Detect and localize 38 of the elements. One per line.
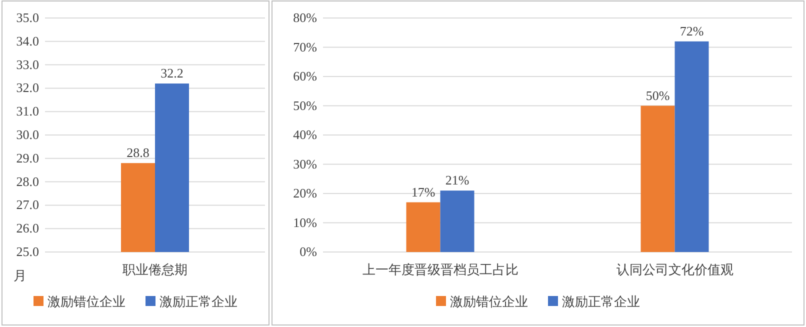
y-tick-label: 26.0 <box>16 220 39 236</box>
y-tick-label: 31.0 <box>16 104 39 119</box>
y-tick-label: 30% <box>293 156 318 172</box>
data-label: 21% <box>445 172 470 188</box>
x-tick-label: 认同公司文化价值观 <box>616 262 734 277</box>
legend-label: 激励正常企业 <box>160 294 238 309</box>
bar <box>406 202 440 252</box>
x-tick-label: 上一年度晋级晋档员工占比 <box>362 262 518 277</box>
y-tick-label: 29.0 <box>16 150 39 166</box>
legend-label: 激励错位企业 <box>450 294 528 309</box>
bar <box>640 106 675 252</box>
y-tick-label: 30.0 <box>16 127 39 142</box>
y-tick-label: 27.0 <box>16 197 39 212</box>
data-label: 28.8 <box>126 145 150 160</box>
data-label: 17% <box>411 184 436 200</box>
data-label: 50% <box>646 88 670 103</box>
bar <box>674 41 709 252</box>
bar <box>440 190 474 252</box>
y-tick-label: 0% <box>300 244 318 259</box>
y-tick-label: 33.0 <box>16 56 39 72</box>
x-tick-label: 职业倦怠期 <box>122 262 188 277</box>
y-tick-label: 28.0 <box>16 174 39 189</box>
y-tick-label: 60% <box>293 68 318 84</box>
y-tick-label: 25.0 <box>16 244 39 259</box>
y-tick-label: 20% <box>293 186 318 200</box>
legend-label: 激励错位企业 <box>48 294 126 309</box>
y-axis-title: 月 <box>14 268 26 283</box>
y-tick-label: 34.0 <box>16 33 39 48</box>
y-tick-label: 32.0 <box>16 80 39 96</box>
data-label: 32.2 <box>160 66 184 81</box>
legend-label: 激励正常企业 <box>562 294 640 309</box>
y-tick-label: 10% <box>293 214 318 230</box>
y-tick-label: 40% <box>293 127 318 142</box>
y-tick-label: 80% <box>293 10 318 25</box>
y-tick-label: 70% <box>293 39 318 54</box>
y-tick-label: 50% <box>293 98 318 113</box>
y-tick-label: 35.0 <box>16 10 39 25</box>
data-label: 72% <box>680 23 704 38</box>
